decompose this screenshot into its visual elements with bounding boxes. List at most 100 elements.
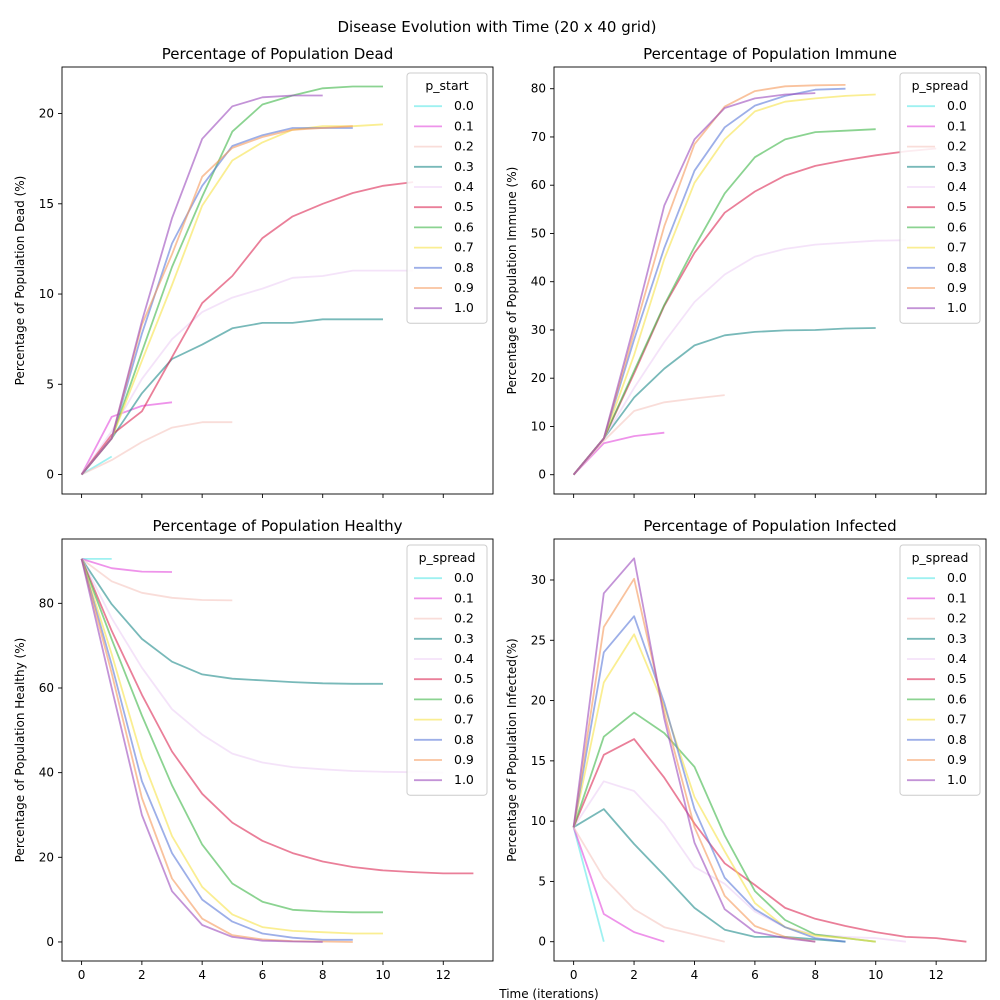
healthy-legend-label: 0.8 [454, 732, 474, 747]
infected-ytick-label: 5 [538, 874, 546, 888]
healthy-series-0.3 [80, 558, 383, 685]
healthy-xtick-label: 10 [375, 968, 390, 982]
healthy-legend-label: 0.1 [454, 590, 474, 605]
dead-legend-label: 0.0 [454, 98, 474, 113]
immune-ytick-label: 50 [531, 226, 546, 240]
dead-ytick-label: 0 [46, 468, 54, 482]
infected-series-0.8 [572, 615, 846, 943]
dead-ytick-label: 10 [39, 287, 54, 301]
dead-legend-label: 0.9 [454, 280, 474, 295]
infected-legend-label: 0.3 [947, 631, 967, 646]
dead-legend-label: 0.5 [454, 199, 474, 214]
dead-legend-label: 0.3 [454, 159, 474, 174]
dead-series-0.4 [80, 269, 414, 476]
infected-legend-box [899, 544, 981, 796]
infected-xtick-label: 12 [929, 968, 944, 982]
infected-axes-frame [553, 538, 987, 962]
dead-legend-label: 0.4 [454, 179, 474, 194]
immune-series-0.7 [572, 93, 876, 476]
immune-legend-label: 0.7 [947, 240, 967, 255]
immune-series-0.3 [572, 327, 876, 476]
infected-xtick-label: 0 [570, 968, 578, 982]
dead-legend-label: 0.6 [454, 219, 474, 234]
dead-ylabel: Percentage of Population Dead (%) [13, 176, 27, 386]
healthy-series-0.1 [81, 558, 173, 573]
infected-series-0.2 [572, 826, 725, 943]
dead-legend-label: 0.2 [454, 139, 474, 154]
immune-series-1.0 [572, 92, 816, 476]
infected-ytick-label: 20 [531, 694, 546, 708]
immune-series-0.4 [572, 239, 906, 476]
immune-ytick-label: 40 [531, 275, 546, 289]
infected-series-1.0 [572, 557, 816, 943]
infected-legend-label: 0.6 [947, 691, 967, 706]
immune-legend-label: 0.9 [947, 280, 967, 295]
dead-ytick-label: 20 [39, 107, 54, 121]
dead-legend-title: p_start [425, 78, 468, 93]
healthy-xtick-label: 6 [259, 968, 267, 982]
dead-axes-frame [61, 66, 494, 495]
infected-xtick-label: 2 [630, 968, 638, 982]
healthy-legend-title: p_spread [419, 550, 476, 565]
infected-ytick-label: 0 [538, 935, 546, 949]
infected-ytick-label: 15 [531, 754, 546, 768]
dead-legend-label: 0.1 [454, 118, 474, 133]
healthy-series-0.4 [80, 558, 444, 774]
infected-series-0.5 [572, 738, 967, 943]
immune-ytick-label: 70 [531, 130, 546, 144]
infected-series-0.9 [572, 577, 816, 943]
infected-legend-title: p_spread [912, 550, 969, 565]
infected-legend-label: 0.7 [947, 712, 967, 727]
immune-legend-label: 0.4 [947, 179, 967, 194]
dead-series-0.5 [80, 181, 414, 476]
figure-suptitle: Disease Evolution with Time (20 x 40 gri… [338, 18, 657, 36]
infected-ytick-label: 10 [531, 814, 546, 828]
dead-title: Percentage of Population Dead [162, 45, 393, 63]
healthy-legend-label: 0.6 [454, 691, 474, 706]
dead-series-0.3 [80, 318, 383, 476]
infected-series-0.3 [573, 808, 846, 943]
immune-series-0.8 [572, 87, 846, 476]
infected-ytick-label: 30 [531, 573, 546, 587]
immune-legend-title: p_spread [912, 78, 969, 93]
dead-ytick-label: 15 [39, 197, 54, 211]
immune-series-0.9 [572, 84, 846, 476]
infected-legend-label: 0.9 [947, 752, 967, 767]
infected-ylabel: Percentage of Population Infected(%) [505, 638, 519, 861]
healthy-legend-label: 1.0 [454, 772, 474, 787]
dead-legend-box [406, 72, 488, 324]
healthy-ytick-label: 40 [39, 766, 54, 780]
immune-ytick-label: 10 [531, 419, 546, 433]
infected-series-0.7 [572, 633, 876, 943]
infected-ytick-label: 25 [531, 633, 546, 647]
healthy-ytick-label: 20 [39, 850, 54, 864]
infected-legend-label: 0.0 [947, 570, 967, 585]
immune-legend-label: 0.6 [947, 219, 967, 234]
healthy-legend-label: 0.5 [454, 671, 474, 686]
panel-healthy: Percentage of Population Healthy Percenta… [13, 517, 494, 982]
healthy-series-0.2 [81, 558, 233, 602]
immune-legend: p_spread 0.0 0.1 0.2 0.3 0.4 0.5 0.6 0.7 0.8 0.9 1.… [899, 72, 981, 324]
dead-series-0.6 [80, 85, 383, 476]
healthy-legend-label: 0.3 [454, 631, 474, 646]
infected-xtick-label: 6 [751, 968, 759, 982]
dead-legend-label: 0.8 [454, 260, 474, 275]
immune-legend-box [899, 72, 981, 324]
healthy-legend-label: 0.4 [454, 651, 474, 666]
immune-legend-label: 0.0 [947, 98, 967, 113]
panel-immune: Percentage of Population Immune Percentag… [505, 45, 987, 498]
healthy-series-0.7 [80, 558, 383, 935]
infected-legend-label: 0.8 [947, 732, 967, 747]
infected-xtick-label: 10 [868, 968, 883, 982]
healthy-axes-frame [61, 538, 494, 962]
infected-legend-label: 0.1 [947, 590, 967, 605]
healthy-series-0.5 [80, 558, 474, 875]
healthy-legend-label: 0.7 [454, 712, 474, 727]
healthy-title: Percentage of Population Healthy [152, 517, 402, 535]
dead-legend-label: 1.0 [454, 300, 474, 315]
healthy-ytick-label: 60 [39, 681, 54, 695]
immune-ytick-label: 30 [531, 323, 546, 337]
dead-legend: p_start 0.0 0.1 0.2 0.3 0.4 0.5 0.6 0.7 0.8 0.9 1.0 [406, 72, 488, 324]
immune-series-0.2 [572, 394, 725, 476]
